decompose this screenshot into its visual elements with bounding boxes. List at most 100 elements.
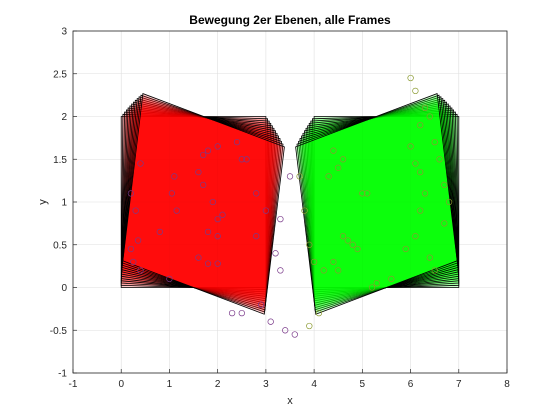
green-sample-point	[441, 220, 448, 227]
red-sample-point	[127, 245, 135, 253]
green-frame-polygon	[296, 94, 458, 313]
red-sample-point	[277, 267, 284, 274]
red-sample-point	[166, 275, 173, 283]
red-sample-point	[130, 258, 137, 266]
red-sample-point	[132, 207, 139, 214]
red-sample-point	[286, 173, 294, 180]
green-sample-point	[364, 190, 371, 197]
red-sample-point	[156, 228, 163, 236]
red-sample-point	[173, 207, 180, 214]
red-sample-point	[214, 260, 221, 267]
green-plane-frames	[295, 93, 460, 315]
green-sample-point	[373, 280, 380, 287]
green-sample-point	[296, 173, 303, 180]
red-sample-point	[137, 160, 144, 167]
red-sample-point	[219, 211, 226, 218]
y-tick-labels: -1 -0.5 0 0.5 1 1.5 2 2.5 3	[50, 27, 77, 380]
red-frame-polygon	[122, 94, 284, 313]
red-sample-point	[272, 250, 279, 257]
green-sample-point	[359, 190, 366, 197]
green-sample-point	[315, 309, 323, 317]
red-frame-polygon	[122, 93, 285, 315]
y-axis-label: y	[37, 199, 49, 205]
green-sample-point	[431, 138, 438, 146]
green-sample-point	[339, 156, 347, 163]
red-sample-point	[209, 198, 216, 206]
red-sample-point	[233, 138, 241, 146]
red-frame-polygon	[120, 109, 272, 295]
green-frame-polygon	[303, 103, 459, 302]
green-sample-point	[368, 284, 376, 291]
green-sample-point	[310, 258, 318, 266]
green-sample-point	[417, 121, 424, 129]
x-tick-label: 7	[456, 379, 462, 390]
red-sample-point	[204, 147, 212, 154]
green-sample-point	[421, 190, 429, 197]
green-sample-point	[306, 322, 313, 330]
green-sample-point	[417, 207, 424, 214]
red-sample-point	[228, 309, 236, 317]
x-tick-label: -1	[69, 379, 78, 390]
red-sample-point	[243, 156, 250, 163]
red-sample-point	[137, 267, 144, 274]
red-sample-point	[171, 173, 178, 180]
red-sample-point	[238, 156, 245, 163]
red-frame-polygon	[120, 107, 273, 297]
green-sample-point	[412, 87, 419, 95]
green-frame-polygon	[298, 96, 459, 311]
green-frame-polygon	[300, 99, 459, 306]
red-sample-point	[267, 318, 274, 325]
green-sample-point	[431, 267, 438, 274]
green-frame-polygon	[305, 105, 459, 300]
chart-title: Bewegung 2er Ebenen, alle Frames	[189, 13, 391, 27]
red-sample-point	[214, 233, 221, 240]
red-plane-frames	[120, 93, 285, 315]
green-sample-point	[436, 156, 443, 163]
red-sample-point	[127, 190, 135, 197]
y-tick-label: 2.5	[53, 69, 67, 80]
y-tick-label: 2	[61, 112, 67, 123]
red-frame-polygon	[121, 99, 280, 306]
red-frame-polygon	[121, 101, 278, 304]
green-sample-point	[412, 160, 419, 167]
green-sample-point	[421, 104, 429, 112]
x-tick-label: 6	[408, 379, 414, 390]
red-sample-point	[200, 181, 207, 189]
y-tick-label: 0.5	[53, 240, 67, 251]
green-frame-polygon	[308, 109, 460, 295]
red-sample-point	[257, 301, 265, 308]
red-frame-polygon	[120, 116, 267, 288]
y-tick-label: 1.5	[53, 155, 67, 166]
green-sample-point	[339, 233, 347, 240]
green-sample-point	[426, 113, 433, 120]
red-sample-point	[282, 327, 289, 334]
green-sample-point	[349, 241, 356, 248]
x-tick-label: 3	[263, 379, 269, 390]
green-sample-point	[407, 143, 414, 150]
green-sample-point	[426, 254, 433, 261]
red-frame-polygon	[121, 103, 277, 302]
green-sample-point	[388, 275, 395, 283]
green-frame-polygon	[307, 107, 460, 297]
red-sample-point	[204, 228, 212, 236]
green-frame-polygon	[302, 101, 459, 304]
green-sample-point	[335, 164, 342, 171]
green-sample-point	[407, 74, 414, 82]
y-tick-label: -1	[58, 369, 67, 380]
red-sample-point	[253, 233, 260, 240]
red-sample-point	[200, 151, 207, 159]
red-frame-polygon	[120, 111, 270, 293]
green-frame-polygon	[310, 111, 460, 293]
red-sample-point	[277, 215, 284, 223]
red-sample-point	[195, 254, 202, 261]
red-sample-point	[214, 143, 221, 150]
red-sample-point	[238, 309, 245, 317]
x-tick-label: 8	[504, 379, 510, 390]
green-sample-point	[330, 258, 337, 266]
red-sample-point	[195, 168, 202, 176]
red-sample-point	[253, 190, 260, 197]
x-tick-labels: -1 0 1 2 3 4 5 6 7 8	[69, 369, 510, 390]
red-frame-polygon	[121, 97, 281, 309]
sample-points	[127, 74, 453, 338]
